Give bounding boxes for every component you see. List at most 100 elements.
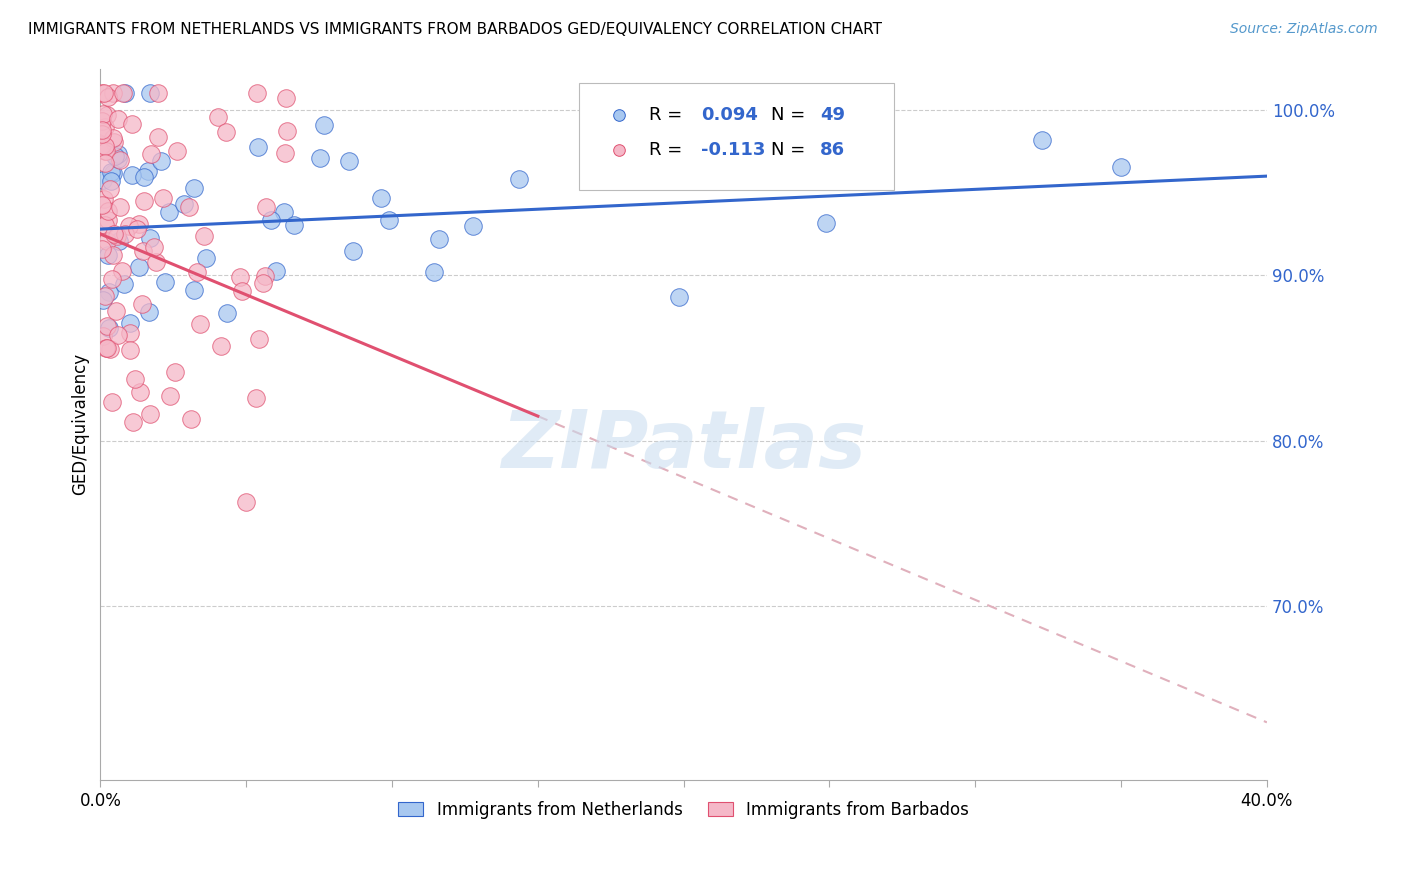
Text: Source: ZipAtlas.com: Source: ZipAtlas.com [1230, 22, 1378, 37]
Point [139, 231, 162, 245]
Point [108, 234, 131, 248]
Point [105, 229, 128, 244]
Point [118, 343, 141, 357]
Point [149, 153, 172, 168]
Text: 86: 86 [820, 141, 845, 160]
Point [97, 203, 120, 218]
Point [209, 339, 232, 353]
Point [128, 217, 150, 231]
Point [103, 227, 125, 241]
Point [101, 248, 124, 262]
Text: N =: N = [770, 106, 811, 124]
Point [114, 227, 136, 241]
Point [90, 114, 112, 128]
Point [273, 205, 295, 219]
Point [193, 228, 215, 243]
Point [276, 124, 298, 138]
Point [180, 412, 202, 426]
Point [153, 275, 176, 289]
Point [94, 219, 117, 233]
Point [508, 171, 530, 186]
Point [245, 391, 267, 405]
Point [337, 153, 360, 168]
Point [314, 118, 336, 132]
Point [91, 87, 114, 101]
Point [101, 166, 124, 180]
Point [247, 140, 270, 154]
Point [107, 152, 129, 166]
Point [247, 332, 270, 346]
Point [423, 265, 446, 279]
Y-axis label: GED/Equivalency: GED/Equivalency [72, 353, 89, 495]
Point [276, 91, 298, 105]
Point [118, 219, 141, 233]
Text: IMMIGRANTS FROM NETHERLANDS VS IMMIGRANTS FROM BARBADOS GED/EQUIVALENCY CORRELAT: IMMIGRANTS FROM NETHERLANDS VS IMMIGRANT… [28, 22, 882, 37]
Point [104, 148, 127, 162]
Point [146, 87, 169, 101]
Point [112, 277, 135, 292]
Point [97, 247, 120, 261]
Legend: Immigrants from Netherlands, Immigrants from Barbados: Immigrants from Netherlands, Immigrants … [392, 794, 976, 825]
Point [461, 219, 484, 233]
Point [177, 200, 200, 214]
Point [814, 216, 837, 230]
Point [129, 384, 152, 399]
Point [103, 135, 125, 149]
Point [235, 495, 257, 509]
Point [207, 110, 229, 124]
Point [90, 242, 112, 256]
Point [108, 153, 131, 167]
Point [139, 407, 162, 421]
Text: 49: 49 [820, 106, 845, 124]
Point [100, 174, 122, 188]
Point [118, 316, 141, 330]
Point [110, 263, 132, 277]
Point [166, 145, 188, 159]
Point [93, 192, 115, 206]
Point [136, 164, 159, 178]
Point [97, 90, 120, 104]
Point [1386, 293, 1406, 308]
Point [93, 173, 115, 187]
Point [96, 234, 118, 248]
Point [342, 244, 364, 259]
Point [112, 87, 135, 101]
Point [90, 122, 112, 136]
Point [231, 284, 253, 298]
Point [96, 213, 118, 227]
Point [96, 108, 118, 122]
Point [96, 341, 118, 355]
Point [254, 268, 277, 283]
Point [254, 200, 277, 214]
Point [101, 395, 124, 409]
Text: N =: N = [770, 141, 811, 160]
Point [186, 264, 208, 278]
Point [96, 341, 118, 355]
Point [252, 276, 274, 290]
Point [121, 117, 143, 131]
Point [93, 87, 115, 101]
Point [245, 87, 267, 101]
Point [98, 342, 121, 356]
Point [124, 372, 146, 386]
Point [96, 319, 118, 334]
Point [131, 297, 153, 311]
Point [132, 244, 155, 258]
Point [90, 198, 112, 212]
Point [183, 283, 205, 297]
Point [229, 270, 252, 285]
Point [91, 328, 114, 343]
FancyBboxPatch shape [579, 83, 894, 189]
Point [194, 251, 217, 265]
Point [93, 120, 115, 134]
Point [188, 317, 211, 331]
Point [94, 139, 117, 153]
Point [142, 240, 165, 254]
Text: ZIPatlas: ZIPatlas [501, 407, 866, 484]
Point [94, 156, 117, 170]
Point [120, 326, 142, 341]
Point [91, 107, 114, 121]
Point [101, 130, 124, 145]
Point [91, 293, 114, 307]
Point [134, 194, 156, 208]
